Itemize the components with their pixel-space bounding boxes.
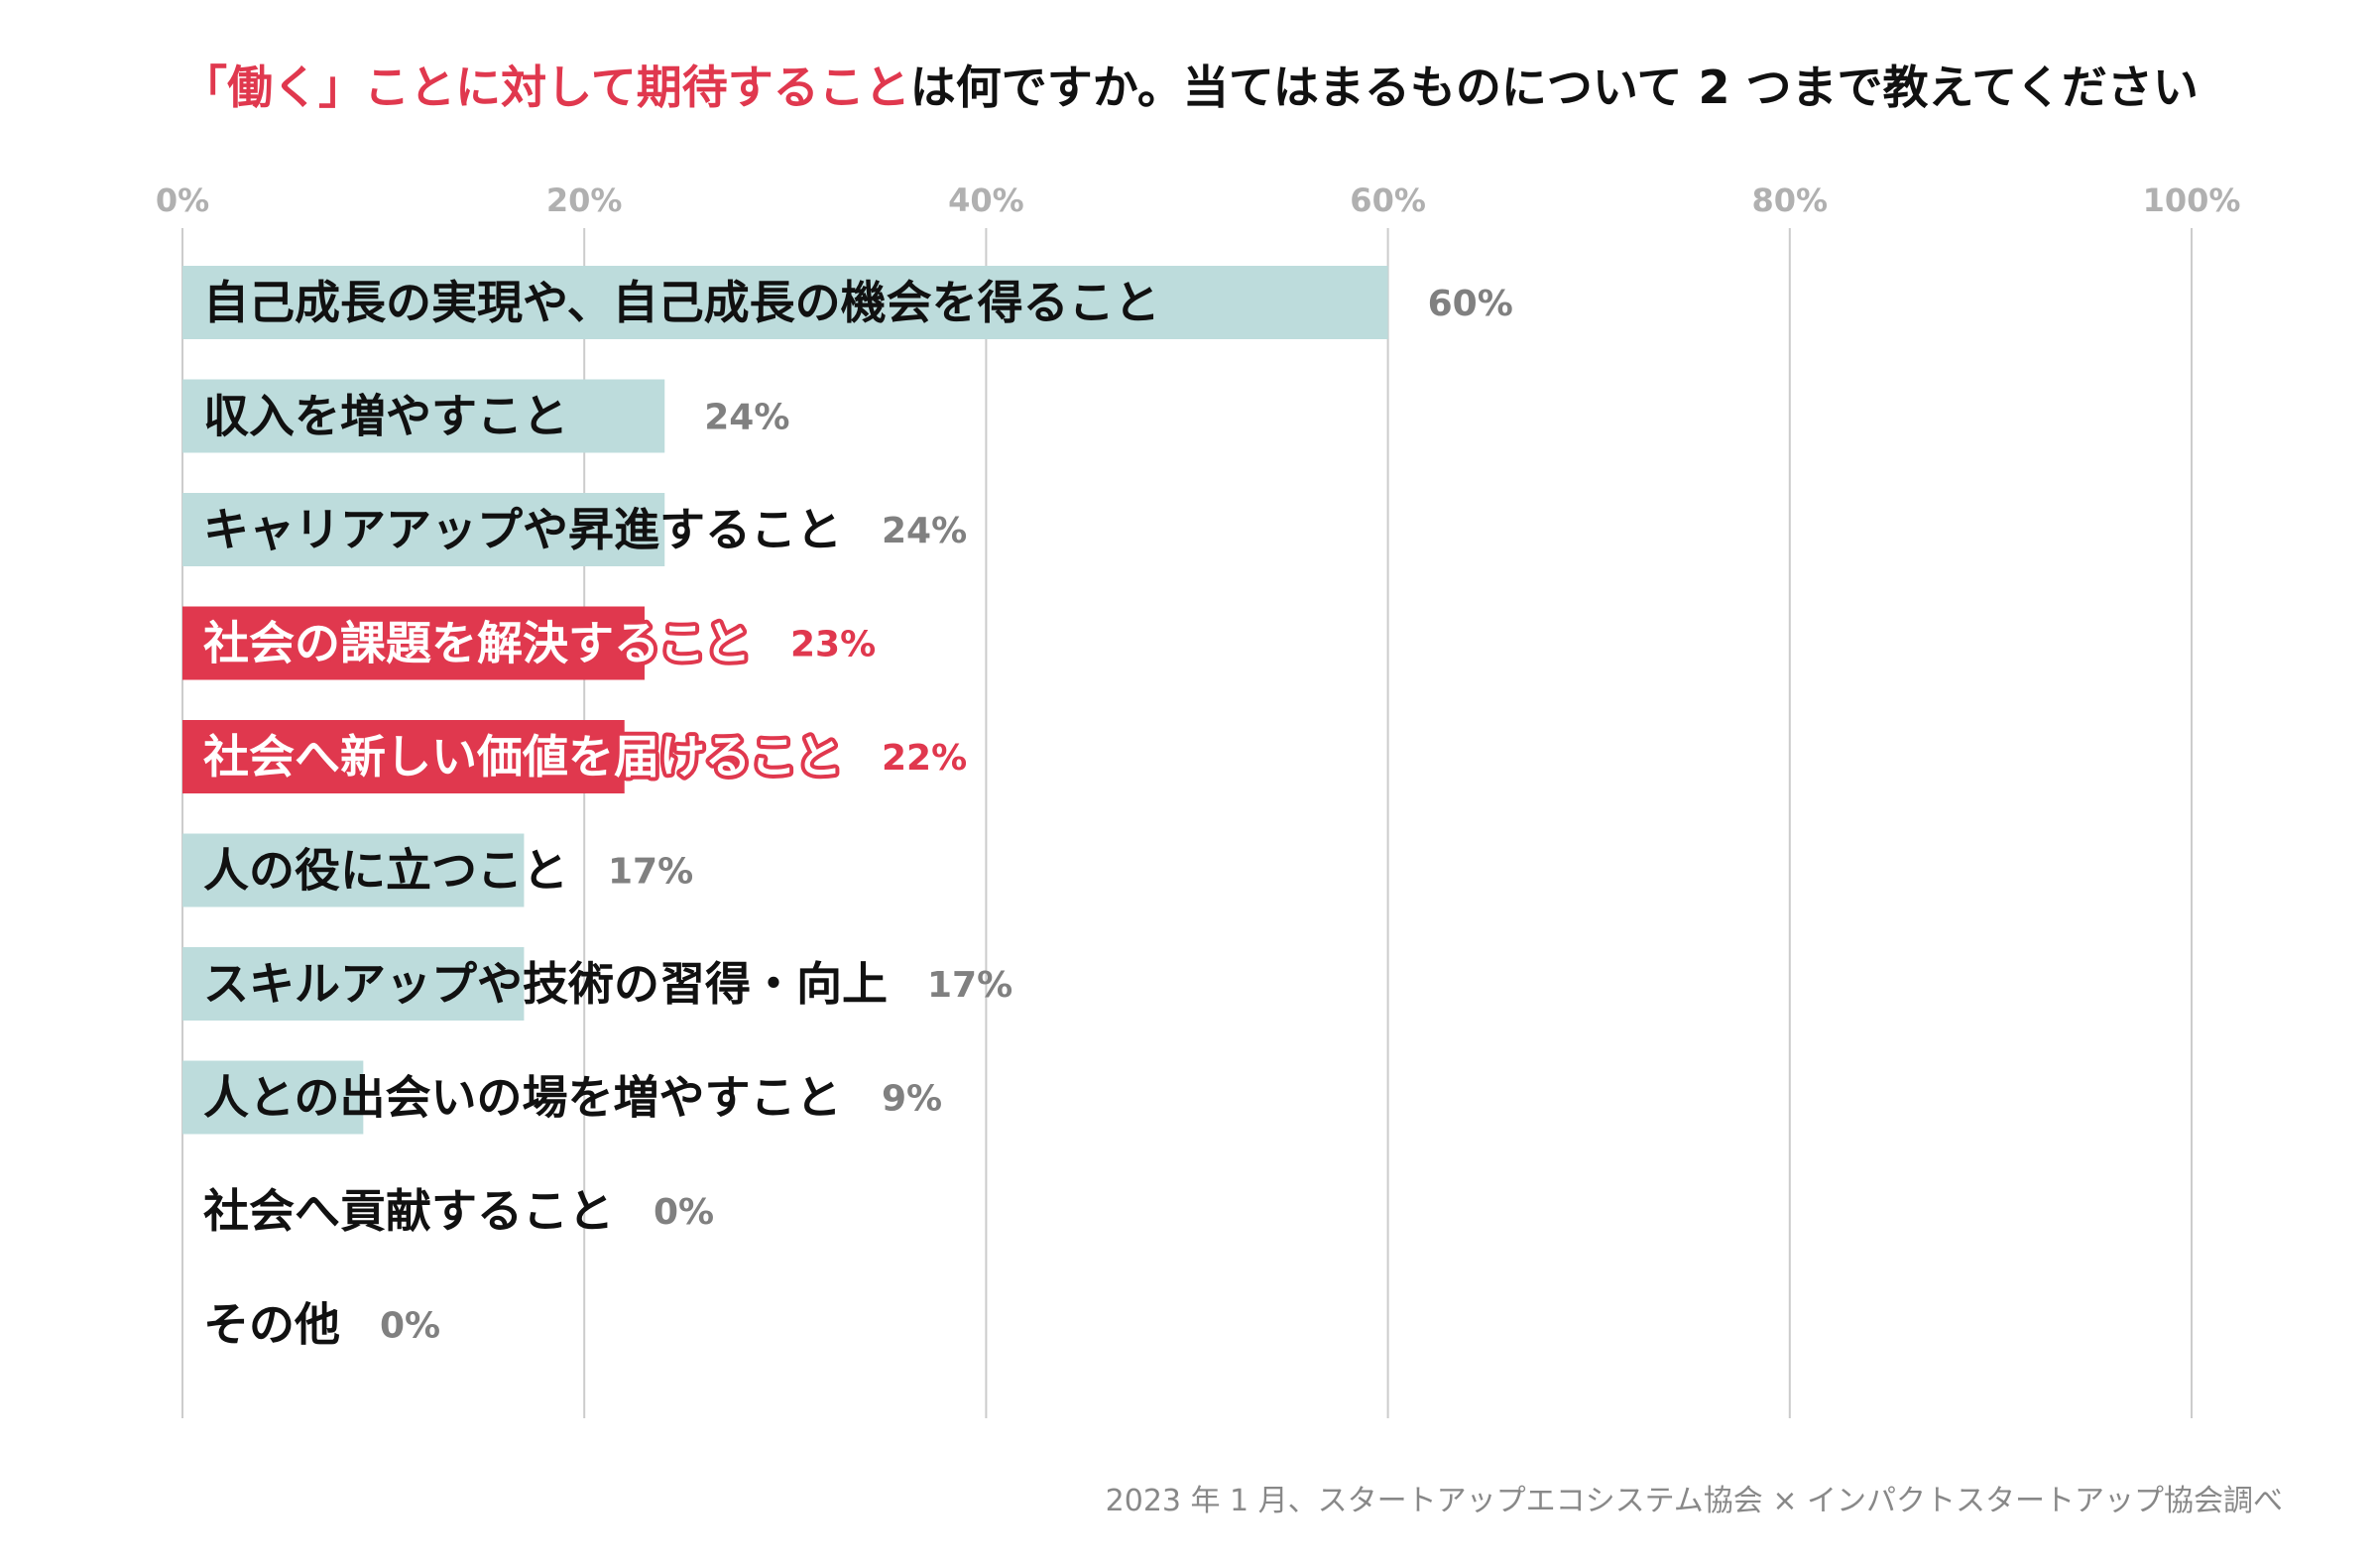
source-note: 2023 年 1 月、スタートアップエコシステム協会 × インパクトスタートアッ… — [1105, 1484, 2283, 1518]
chart-title-highlight: 「働く」ことに対して期待すること — [181, 60, 910, 114]
value-label: 17% — [608, 852, 693, 893]
bar — [182, 720, 625, 793]
chart-title-rest: は何ですか。当てはまるものについて 2 つまで教えてください — [909, 60, 2199, 114]
bar — [182, 266, 1388, 339]
x-tick-label: 80% — [1752, 181, 1829, 219]
bar — [182, 493, 665, 566]
x-tick-label: 100% — [2143, 181, 2241, 219]
category-label: 人との出会いの場を増やすこと — [203, 1071, 842, 1125]
category-label: 社会の課題を解決すること — [203, 617, 751, 670]
bar — [182, 1060, 364, 1135]
category-label: 社会へ貢献すること — [203, 1184, 614, 1238]
value-label: 17% — [927, 965, 1012, 1006]
category-label: 収入を増やすこと — [203, 390, 568, 443]
value-label: 9% — [882, 1079, 942, 1120]
bar — [182, 379, 665, 453]
value-label: 0% — [380, 1306, 440, 1347]
category-label: 自己成長の実現や、自己成長の機会を得ること — [203, 276, 1160, 329]
value-label: 23% — [790, 625, 876, 665]
category-label: 人の役に立つこと — [203, 844, 568, 898]
category-label: スキルアップや技術の習得・向上 — [203, 957, 888, 1011]
x-tick-label: 20% — [546, 181, 623, 219]
chart-title: 「働く」ことに対して期待することは何ですか。当てはまるものについて 2 つまで教… — [0, 52, 2380, 117]
bar — [182, 833, 525, 907]
x-tick-label: 0% — [156, 181, 209, 219]
bar — [182, 606, 645, 680]
category-label: その他 — [203, 1298, 340, 1352]
value-label: 24% — [704, 398, 789, 438]
value-label: 0% — [654, 1192, 714, 1233]
value-label: 22% — [882, 738, 967, 779]
x-tick-label: 60% — [1350, 181, 1426, 219]
category-label: 社会へ新しい価値を届けること — [203, 730, 842, 784]
value-label: 60% — [1428, 284, 1513, 324]
x-tick-label: 40% — [948, 181, 1024, 219]
bar — [182, 947, 525, 1021]
category-label: キャリアアップや昇進すること — [203, 503, 842, 556]
value-label: 24% — [882, 511, 967, 551]
